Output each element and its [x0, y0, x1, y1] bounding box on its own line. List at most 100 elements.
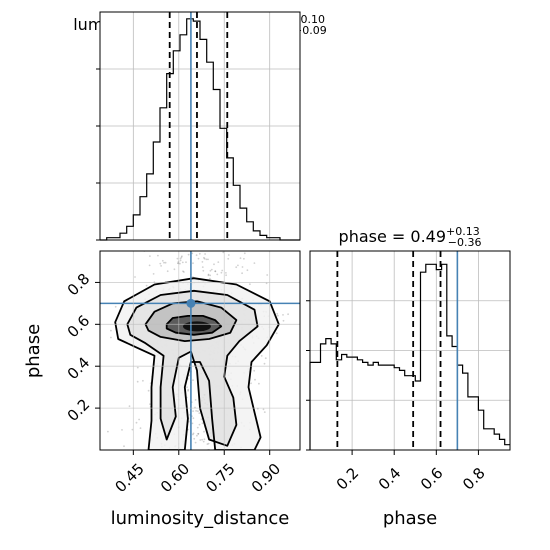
- sample-point: [282, 314, 284, 316]
- sample-point: [192, 379, 194, 381]
- sample-point: [128, 405, 131, 408]
- sample-point: [203, 430, 205, 433]
- sample-point: [194, 441, 197, 444]
- sample-point: [193, 437, 196, 440]
- joint-xtick-label-0: 0.45: [111, 460, 147, 496]
- joint-ytick-label-2: 0.6: [64, 312, 94, 342]
- sample-point: [131, 428, 134, 431]
- svg-text:phase = 0.49+0.13−0.36: phase = 0.49+0.13 −0.36: [339, 225, 482, 249]
- sample-point: [192, 432, 195, 435]
- sample-point: [214, 270, 217, 273]
- sample-point: [204, 253, 207, 255]
- sample-point: [235, 266, 238, 269]
- sample-point: [201, 266, 204, 268]
- sample-point: [152, 273, 155, 275]
- sample-point: [243, 252, 246, 255]
- sample-point: [197, 433, 200, 435]
- sample-point: [192, 433, 194, 436]
- sample-point: [209, 274, 212, 277]
- sample-point: [179, 257, 182, 260]
- sample-point: [249, 283, 251, 286]
- phase-xtick-label-2: 0.6: [417, 464, 447, 494]
- sample-point: [199, 439, 202, 441]
- sample-point: [209, 277, 211, 280]
- sample-point: [216, 273, 219, 276]
- sample-point: [177, 262, 179, 265]
- sample-point: [142, 379, 144, 382]
- sample-point: [253, 369, 256, 372]
- sample-point: [187, 389, 190, 392]
- sample-point: [227, 254, 230, 256]
- joint-frame: [99, 250, 301, 451]
- sample-point: [254, 378, 256, 381]
- joint-xtick-label-3: 0.90: [248, 460, 284, 496]
- sample-point: [207, 442, 210, 445]
- sample-point: [206, 443, 209, 445]
- sample-point: [277, 314, 279, 317]
- sample-point: [241, 266, 244, 268]
- joint-xtick-label-2: 0.75: [202, 460, 238, 496]
- sample-point: [166, 270, 169, 273]
- sample-point: [222, 251, 225, 254]
- phase-histogram-panel: 0.2 0.4 0.6 0.8: [306, 250, 511, 494]
- sample-point: [213, 263, 215, 266]
- sample-point: [114, 305, 117, 308]
- sample-point: [250, 382, 252, 385]
- sample-point: [201, 438, 204, 441]
- sample-point: [262, 408, 265, 411]
- sample-point: [160, 265, 163, 267]
- phase-xtick-label-0: 0.2: [333, 464, 363, 494]
- sample-point: [187, 388, 190, 391]
- sample-point: [227, 257, 230, 260]
- sample-point: [266, 274, 269, 276]
- sample-point: [197, 432, 200, 435]
- sample-point: [173, 268, 176, 271]
- sample-point: [253, 262, 256, 264]
- sample-point: [196, 426, 199, 429]
- sample-point: [182, 270, 184, 273]
- x-axis-label-luminosity-distance: luminosity_distance: [111, 508, 290, 529]
- sample-point: [197, 257, 200, 260]
- sample-point: [205, 258, 208, 261]
- sample-point: [282, 319, 285, 322]
- contour-line-1: [144, 300, 238, 342]
- sample-point: [181, 255, 183, 258]
- sample-point: [179, 262, 181, 265]
- contour-line-0: [165, 315, 223, 336]
- sample-point: [198, 252, 201, 255]
- sample-point: [197, 410, 199, 413]
- sample-point: [263, 411, 266, 413]
- sample-point: [195, 410, 198, 412]
- sample-point: [198, 423, 201, 426]
- joint-truth-marker: [186, 298, 196, 308]
- sample-point: [225, 272, 227, 274]
- sample-point: [209, 269, 212, 272]
- sample-point: [239, 257, 242, 260]
- sample-point: [136, 366, 139, 369]
- sample-point: [210, 268, 213, 271]
- sample-point: [139, 427, 142, 429]
- sample-point: [157, 254, 159, 257]
- joint-ytick-label-1: 0.4: [64, 353, 94, 383]
- sample-point: [176, 257, 179, 260]
- sample-point: [265, 282, 268, 285]
- sample-point: [275, 332, 278, 335]
- sample-point: [135, 421, 138, 424]
- sample-point: [202, 269, 205, 272]
- sample-point: [181, 261, 184, 264]
- sample-point: [202, 440, 205, 443]
- sample-point: [237, 264, 239, 267]
- y-axis-label-phase: phase: [23, 324, 44, 378]
- sample-point: [220, 271, 223, 274]
- sample-point: [192, 410, 195, 412]
- sample-point: [191, 252, 194, 255]
- sample-point: [191, 422, 194, 425]
- sample-point: [159, 262, 162, 265]
- sample-point: [180, 256, 183, 259]
- sample-point: [276, 312, 279, 315]
- sample-point: [185, 261, 187, 264]
- sample-point: [163, 261, 165, 264]
- sample-point: [187, 253, 190, 256]
- sample-point: [225, 274, 228, 277]
- sample-point: [110, 329, 112, 332]
